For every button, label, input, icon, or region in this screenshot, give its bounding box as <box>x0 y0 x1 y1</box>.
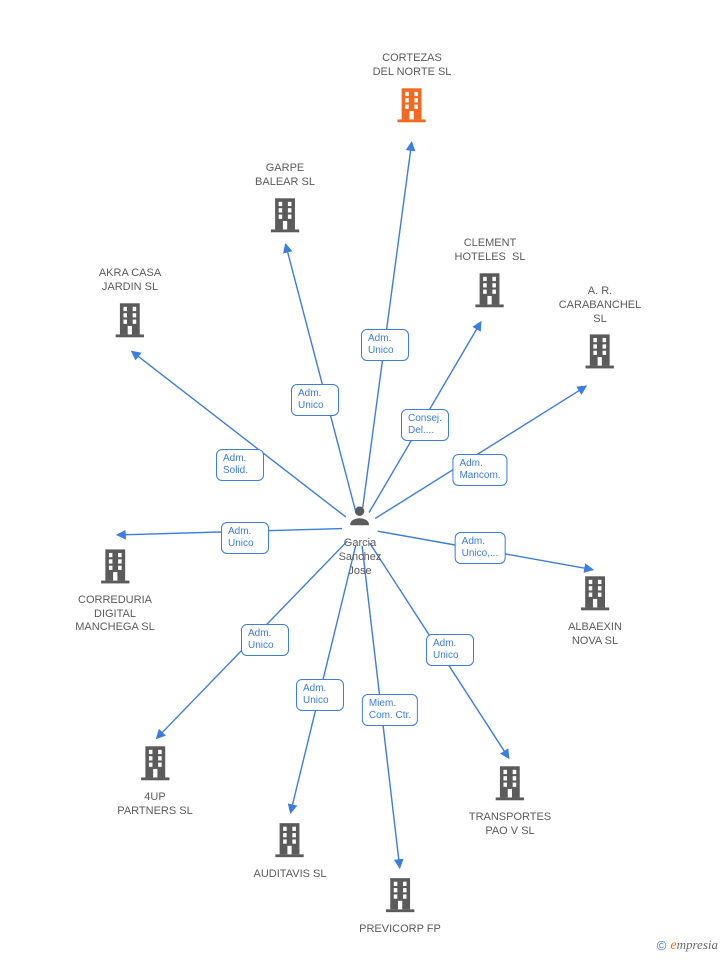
company-label: CLEMENTHOTELES SL <box>455 237 526 265</box>
edge-label[interactable]: Adm. Solid. <box>216 449 264 481</box>
edge-label[interactable]: Adm. Unico <box>296 679 344 711</box>
center-person-node[interactable]: Garcia Sanchez Jose <box>339 502 382 578</box>
edge-label[interactable]: Adm. Unico,... <box>455 532 506 564</box>
diagram-stage: CORTEZASDEL NORTE SL GARPEBALEAR SL CLEM… <box>0 0 728 960</box>
company-label: AUDITAVIS SL <box>254 868 327 882</box>
company-node[interactable]: 4UPPARTNERS SL <box>117 742 192 818</box>
edge-line <box>375 386 586 518</box>
building-icon <box>583 330 617 375</box>
building-icon <box>98 545 132 590</box>
company-label: GARPEBALEAR SL <box>255 162 315 190</box>
edge-label[interactable]: Adm. Unico <box>221 522 269 554</box>
edge-label[interactable]: Miem. Com. Ctr. <box>362 694 418 726</box>
company-node[interactable]: CLEMENTHOTELES SL <box>455 237 526 313</box>
person-icon <box>346 517 374 534</box>
building-icon <box>493 762 527 807</box>
footer: © empresia <box>657 937 718 954</box>
company-label: 4UPPARTNERS SL <box>117 791 192 819</box>
edge-line <box>362 142 411 510</box>
edge-label[interactable]: Adm. Unico <box>426 634 474 666</box>
building-icon <box>268 193 302 238</box>
company-node[interactable]: CORTEZASDEL NORTE SL <box>373 52 452 128</box>
copyright-symbol: © <box>657 938 667 953</box>
company-label: CORREDURIADIGITALMANCHEGA SL <box>75 594 154 635</box>
edges-layer <box>0 0 728 960</box>
building-icon <box>113 298 147 343</box>
edge-line <box>286 244 356 511</box>
center-person-label: Garcia Sanchez Jose <box>339 537 382 578</box>
company-label: ALBAEXINNOVA SL <box>568 621 622 649</box>
edge-label[interactable]: Adm. Unico <box>241 624 289 656</box>
edge-label[interactable]: Adm. Unico <box>291 384 339 416</box>
company-label: AKRA CASAJARDIN SL <box>99 267 161 295</box>
company-label: CORTEZASDEL NORTE SL <box>373 52 452 80</box>
company-node[interactable]: CORREDURIADIGITALMANCHEGA SL <box>75 545 154 635</box>
company-node[interactable]: PREVICORP FP <box>359 874 441 937</box>
building-icon <box>473 268 507 313</box>
company-node[interactable]: TRANSPORTESPAO V SL <box>469 762 551 838</box>
building-icon <box>383 874 417 919</box>
building-icon <box>578 572 612 617</box>
building-icon <box>395 83 429 128</box>
company-node[interactable]: AKRA CASAJARDIN SL <box>99 267 161 343</box>
company-node[interactable]: GARPEBALEAR SL <box>255 162 315 238</box>
company-node[interactable]: A. R.CARABANCHELSL <box>559 285 642 375</box>
building-icon <box>138 742 172 787</box>
edge-line <box>132 351 346 517</box>
edge-label[interactable]: Consej. Del.... <box>401 409 449 441</box>
building-icon <box>273 819 307 864</box>
company-node[interactable]: AUDITAVIS SL <box>254 819 327 882</box>
brand: empresia <box>670 937 718 954</box>
company-node[interactable]: ALBAEXINNOVA SL <box>568 572 622 648</box>
company-label: PREVICORP FP <box>359 923 441 937</box>
company-label: TRANSPORTESPAO V SL <box>469 811 551 839</box>
edge-label[interactable]: Adm. Mancom. <box>452 454 507 486</box>
company-label: A. R.CARABANCHELSL <box>559 285 642 326</box>
edge-label[interactable]: Adm. Unico <box>361 329 409 361</box>
